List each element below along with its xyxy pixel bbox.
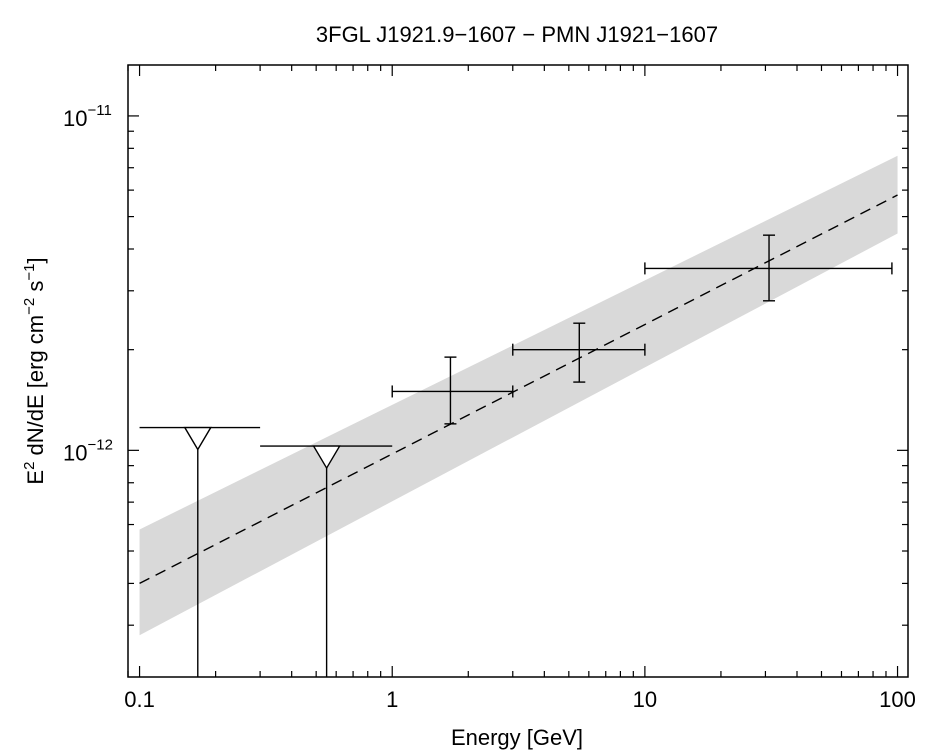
model-line-layer xyxy=(139,194,898,585)
data-points-layer xyxy=(391,234,893,425)
y-ticks-layer: 10−12 10−11 xyxy=(63,102,908,626)
x-tick-label: 0.1 xyxy=(124,687,155,712)
data-point xyxy=(512,322,646,383)
upper-limit xyxy=(139,426,261,677)
x-ticks-layer: 0.1 1 10 100 xyxy=(124,65,916,712)
x-tick-label: 10 xyxy=(633,687,657,712)
plot-frame xyxy=(127,64,909,678)
upper-limit-marker xyxy=(312,445,341,470)
x-tick-label: 100 xyxy=(879,687,916,712)
upper-limit xyxy=(260,445,393,677)
x-axis-label: Energy [GeV] xyxy=(451,725,583,750)
chart-title: 3FGL J1921.9−1607 − PMN J1921−1607 xyxy=(316,22,718,47)
y-axis-label: E2 dN/dE [erg cm−2 s−1] xyxy=(21,257,48,484)
y-tick-label: 10−12 xyxy=(63,436,113,465)
x-tick-label: 1 xyxy=(386,687,398,712)
model-confidence-band xyxy=(139,155,898,636)
model-confidence-band-layer xyxy=(139,155,898,636)
y-tick-label: 10−11 xyxy=(63,102,112,131)
data-point xyxy=(644,234,893,302)
upper-limit-marker xyxy=(183,426,213,451)
upper-limits-layer xyxy=(139,426,393,677)
data-point xyxy=(391,356,514,425)
model-line xyxy=(139,194,898,585)
